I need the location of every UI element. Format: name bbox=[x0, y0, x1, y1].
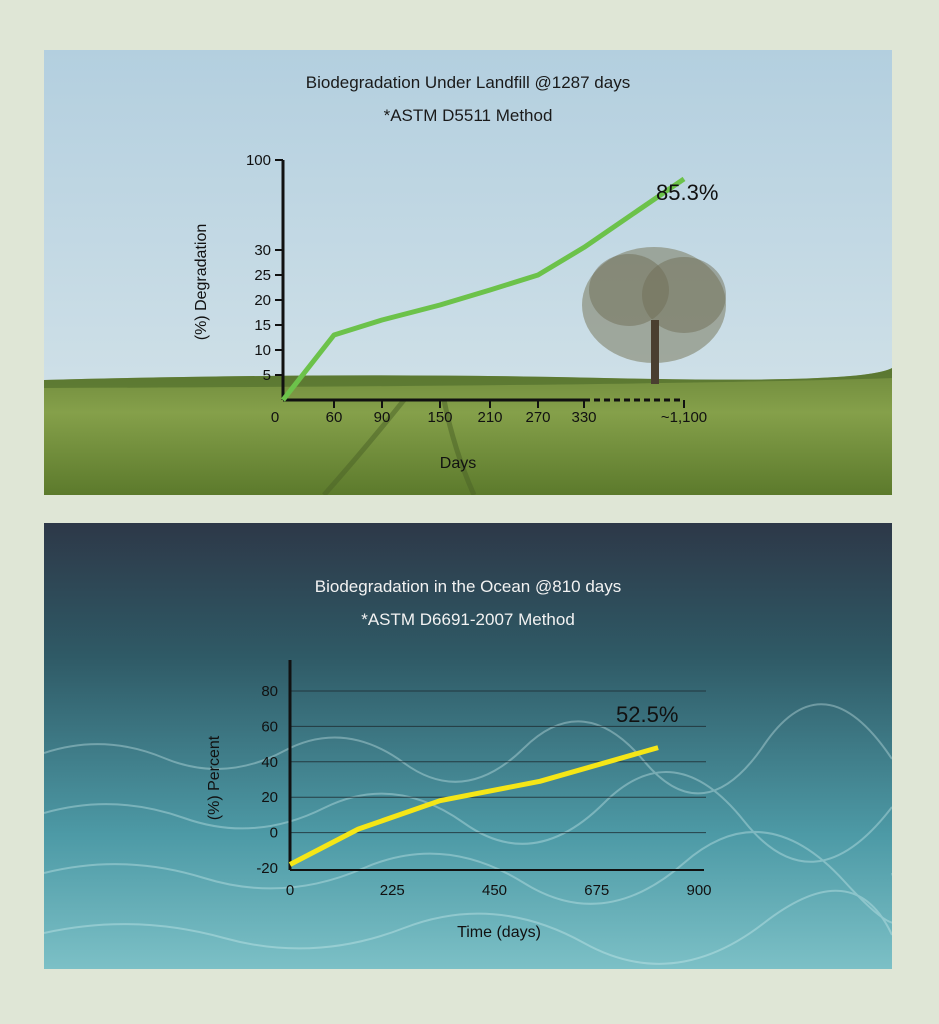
ocean-y-tick-label: 40 bbox=[261, 754, 278, 771]
ocean-x-tick-label: 225 bbox=[380, 882, 405, 899]
landfill-x-tick-label: 210 bbox=[477, 409, 502, 426]
ocean-y-axis-label: (%) Percent bbox=[206, 735, 223, 820]
ocean-chart: Biodegradation in the Ocean @810 days *A… bbox=[44, 523, 892, 969]
ocean-x-tick-label: 0 bbox=[286, 882, 294, 899]
tire-track-right bbox=[441, 399, 477, 495]
landfill-y-axis-label: (%) Degradation bbox=[193, 224, 210, 341]
landfill-subtitle: *ASTM D5511 Method bbox=[384, 106, 553, 125]
landfill-x-tick-label: 60 bbox=[326, 409, 343, 426]
landfill-series-line bbox=[281, 176, 686, 402]
ocean-end-value-label: 52.5% bbox=[616, 702, 678, 727]
tire-track-left bbox=[322, 398, 406, 495]
water-background bbox=[44, 523, 892, 969]
landfill-x-tick-label: ~1,100 bbox=[661, 409, 707, 426]
ocean-y-tick-label: 0 bbox=[270, 825, 278, 842]
ocean-x-tick-label: 900 bbox=[686, 882, 711, 899]
landfill-y-tick-label: 20 bbox=[254, 292, 271, 309]
ocean-x-axis-label: Time (days) bbox=[457, 924, 541, 941]
landfill-title: Biodegradation Under Landfill @1287 days bbox=[306, 73, 630, 92]
ocean-y-tick-label: 80 bbox=[261, 683, 278, 700]
ocean-subtitle: *ASTM D6691-2007 Method bbox=[361, 610, 575, 629]
hedge-line bbox=[44, 368, 892, 388]
landfill-x-tick-label: 90 bbox=[374, 409, 391, 426]
landfill-x-tick-label: 0 bbox=[271, 409, 279, 426]
landfill-y-tick-label: 30 bbox=[254, 242, 271, 259]
landfill-y-tick-label: 15 bbox=[254, 317, 271, 334]
caustic-light-pattern bbox=[44, 703, 892, 965]
ocean-y-tick-label: 60 bbox=[261, 718, 278, 735]
ocean-x-tick-label: 450 bbox=[482, 882, 507, 899]
landfill-x-axis-label: Days bbox=[440, 455, 476, 472]
ocean-title: Biodegradation in the Ocean @810 days bbox=[315, 577, 621, 596]
landfill-end-value-label: 85.3% bbox=[656, 180, 718, 205]
ocean-series-line bbox=[288, 745, 659, 867]
landfill-x-tick-label: 330 bbox=[571, 409, 596, 426]
landfill-panel: Biodegradation Under Landfill @1287 days… bbox=[44, 50, 892, 495]
landfill-y-tick-label: 5 bbox=[263, 367, 271, 384]
landfill-x-tick-label: 270 bbox=[525, 409, 550, 426]
ocean-x-tick-label: 675 bbox=[584, 882, 609, 899]
ocean-panel: Biodegradation in the Ocean @810 days *A… bbox=[44, 523, 892, 969]
tree-illustration bbox=[582, 247, 726, 384]
landfill-x-tick-label: 150 bbox=[427, 409, 452, 426]
landfill-y-tick-label: 100 bbox=[246, 152, 271, 169]
landfill-y-tick-label: 25 bbox=[254, 267, 271, 284]
landfill-y-tick-label: 10 bbox=[254, 342, 271, 359]
landfill-chart: Biodegradation Under Landfill @1287 days… bbox=[44, 50, 892, 495]
ocean-y-tick-label: 20 bbox=[261, 789, 278, 806]
ocean-y-tick-label: -20 bbox=[256, 860, 278, 877]
